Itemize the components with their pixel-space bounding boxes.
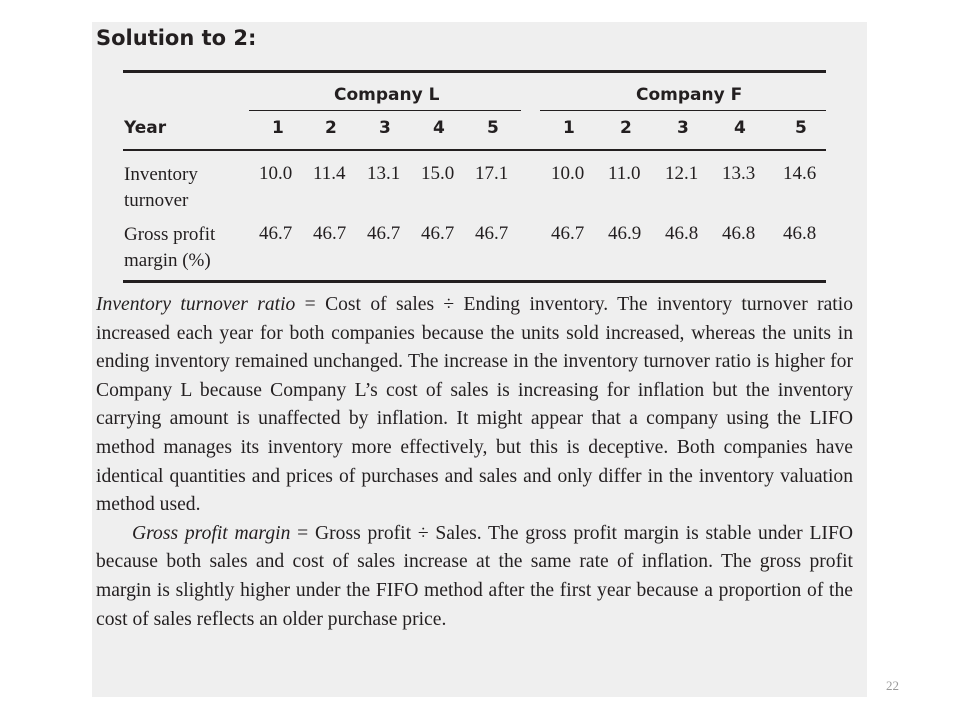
table-cell: 46.7 — [551, 223, 585, 244]
table-cell: 46.9 — [608, 223, 642, 244]
table-top-rule — [123, 70, 826, 73]
table-cell: 11.0 — [608, 163, 641, 184]
table-cell: 46.7 — [259, 223, 293, 244]
year-f-2: 2 — [620, 118, 632, 138]
row-label-gross-profit-margin: Gross profit margin (%) — [124, 224, 216, 271]
year-l-1: 1 — [272, 118, 284, 138]
paragraph-body: = Cost of sales ÷ Ending inventory. The … — [96, 294, 853, 516]
company-l-header: Company L — [334, 85, 440, 105]
term-gross-profit-margin: Gross profit margin — [132, 522, 291, 544]
content-panel — [92, 22, 867, 697]
header-bottom-rule — [123, 149, 826, 151]
year-header: Year — [124, 118, 167, 138]
year-f-5: 5 — [795, 118, 807, 138]
table-cell: 46.7 — [367, 223, 401, 244]
table-cell: 10.0 — [551, 163, 585, 184]
year-l-3: 3 — [379, 118, 391, 138]
section-heading: Solution to 2: — [96, 26, 257, 50]
company-f-header: Company F — [636, 85, 743, 105]
company-l-underline — [249, 110, 521, 111]
table-cell: 46.8 — [783, 223, 817, 244]
year-l-4: 4 — [433, 118, 445, 138]
table-cell: 46.8 — [665, 223, 699, 244]
table-cell: 46.8 — [722, 223, 756, 244]
company-f-underline — [540, 110, 826, 111]
table-cell: 46.7 — [313, 223, 347, 244]
row-label-inventory-turnover: Inventory turnover — [124, 164, 198, 211]
year-l-5: 5 — [487, 118, 499, 138]
table-cell: 10.0 — [259, 163, 293, 184]
table-cell: 14.6 — [783, 163, 817, 184]
table-bottom-rule — [123, 280, 826, 283]
table-cell: 46.7 — [421, 223, 455, 244]
year-f-4: 4 — [734, 118, 746, 138]
table-cell: 17.1 — [475, 163, 509, 184]
page-number: 22 — [886, 678, 899, 693]
year-f-1: 1 — [563, 118, 575, 138]
table-cell: 11.4 — [313, 163, 346, 184]
explanation-text: Inventory turnover ratio = Cost of sales… — [96, 291, 853, 634]
paragraph-gross-profit-margin: Gross profit margin = Gross profit ÷ Sal… — [96, 520, 853, 634]
table-cell: 12.1 — [665, 163, 699, 184]
table-cell: 15.0 — [421, 163, 455, 184]
table-cell: 13.1 — [367, 163, 401, 184]
year-f-3: 3 — [677, 118, 689, 138]
term-inventory-turnover: Inventory turnover ratio — [96, 294, 296, 315]
table-cell: 13.3 — [722, 163, 756, 184]
table-cell: 46.7 — [475, 223, 509, 244]
year-l-2: 2 — [325, 118, 337, 138]
paragraph-inventory-turnover: Inventory turnover ratio = Cost of sales… — [96, 291, 853, 520]
paragraph-body: = Gross profit ÷ Sales. The gross profit… — [96, 522, 853, 630]
